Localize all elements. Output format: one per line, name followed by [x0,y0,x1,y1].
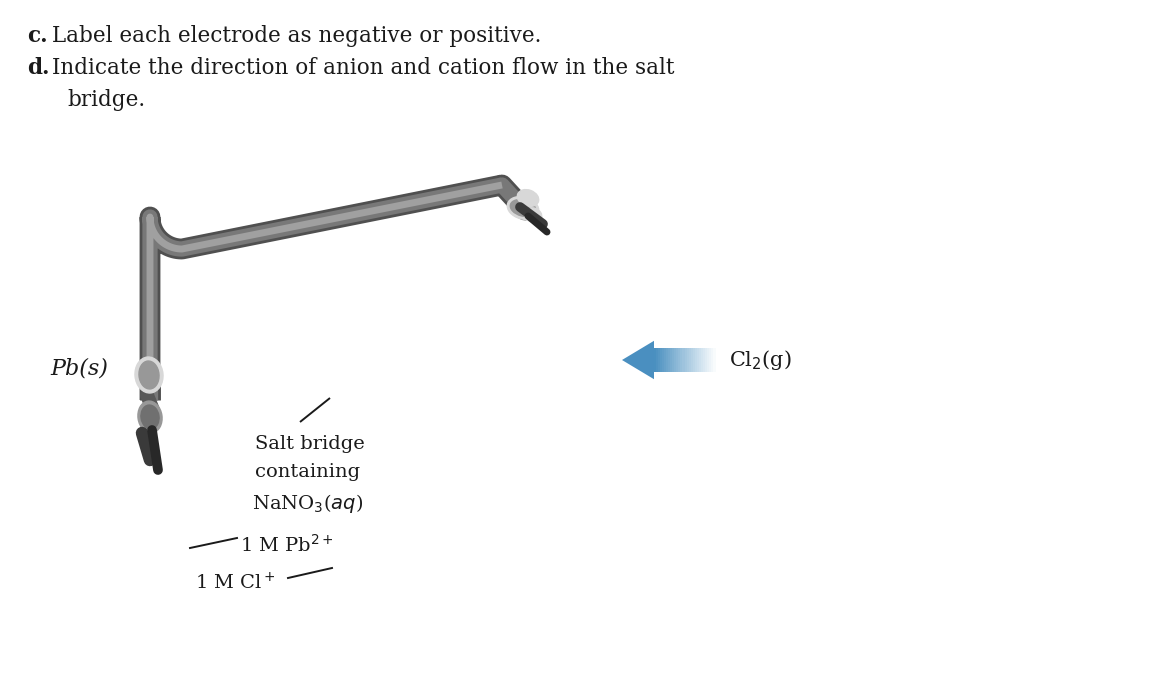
Bar [672,348,676,372]
Polygon shape [621,341,654,379]
Bar [677,348,679,372]
Bar [701,348,703,372]
Text: d.: d. [27,57,50,79]
Bar [711,348,714,372]
Bar [694,348,698,372]
Text: 1 M Cl$^+$: 1 M Cl$^+$ [195,572,276,594]
Bar [678,348,681,372]
Ellipse shape [141,405,159,429]
Ellipse shape [518,189,538,207]
Bar [691,348,694,372]
Text: NaNO$_3$($aq$): NaNO$_3$($aq$) [253,492,363,515]
Ellipse shape [525,207,542,222]
Bar [713,348,716,372]
Bar [707,348,710,372]
Bar [670,348,673,372]
Bar [704,348,708,372]
Bar [709,348,711,372]
Bar [675,348,677,372]
Text: bridge.: bridge. [67,89,145,111]
Bar [688,348,692,372]
Bar [654,348,657,372]
Ellipse shape [507,196,538,219]
Text: c.: c. [27,25,47,47]
Bar [664,348,668,372]
Bar [683,348,686,372]
Text: Indicate the direction of anion and cation flow in the salt: Indicate the direction of anion and cati… [52,57,675,79]
Bar [685,348,687,372]
Bar [703,348,706,372]
Bar [656,348,660,372]
Ellipse shape [140,361,159,389]
Bar [666,348,669,372]
Text: Cl$_2$(g): Cl$_2$(g) [729,348,792,372]
Bar [696,348,700,372]
Bar [693,348,695,372]
Bar [662,348,665,372]
Text: containing: containing [255,463,360,481]
Text: Pb(s): Pb(s) [50,357,108,379]
Bar [669,348,671,372]
Text: 1 M Pb$^{2+}$: 1 M Pb$^{2+}$ [240,534,334,556]
Bar [686,348,689,372]
Bar [680,348,684,372]
Ellipse shape [135,357,163,393]
Text: Label each electrode as negative or positive.: Label each electrode as negative or posi… [52,25,542,47]
Ellipse shape [138,401,163,433]
Bar [658,348,661,372]
Ellipse shape [511,200,536,216]
Bar [699,348,702,372]
Bar [661,348,663,372]
Text: Salt bridge: Salt bridge [255,435,364,453]
